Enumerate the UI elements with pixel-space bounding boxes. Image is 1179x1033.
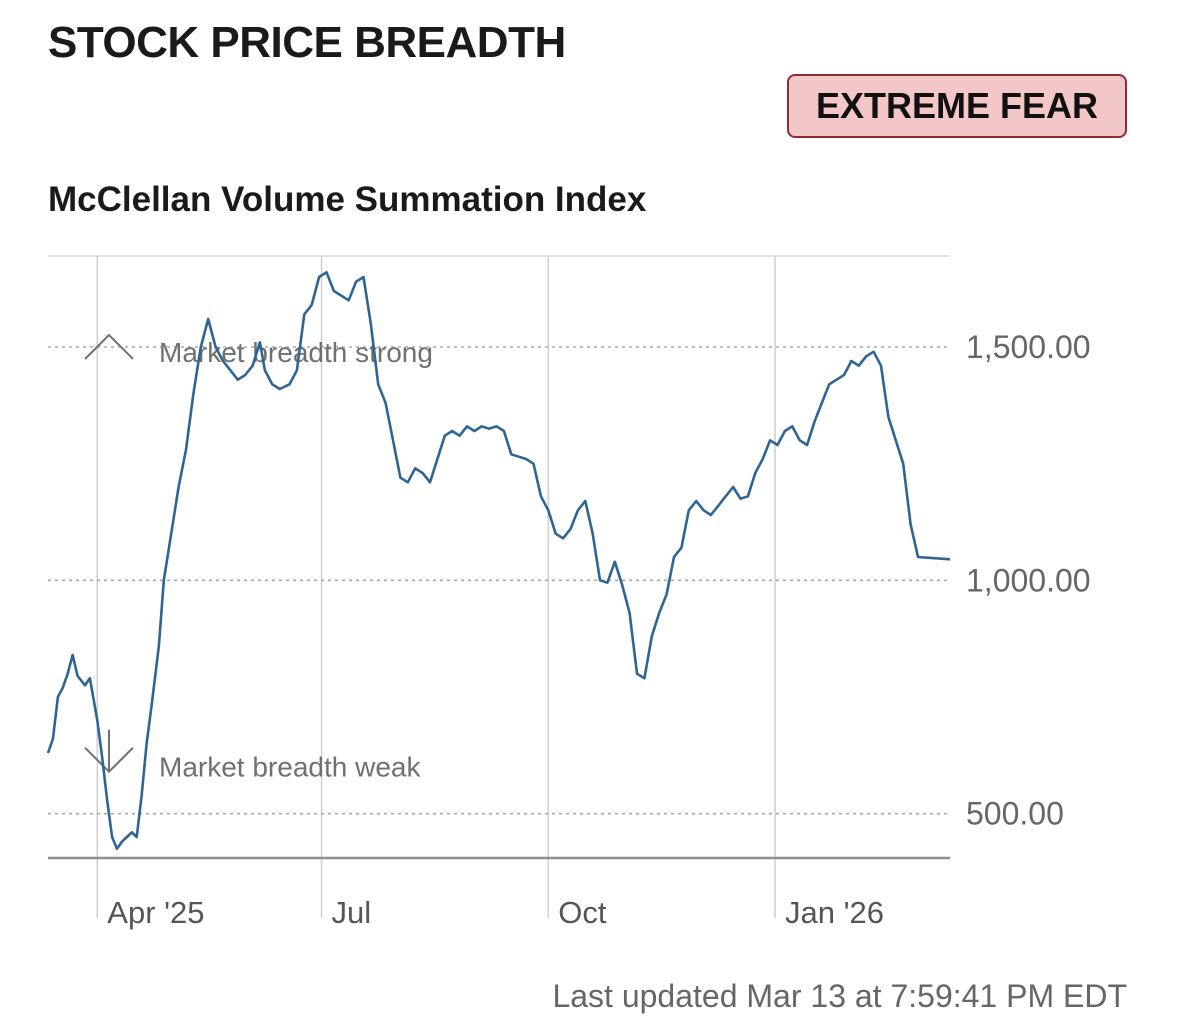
x-tick-label: Oct <box>558 895 607 930</box>
x-gridlines <box>96 256 776 918</box>
chevron-up-icon <box>84 333 134 360</box>
y-tick-label: 1,000.00 <box>966 562 1091 598</box>
y-gridlines <box>48 346 950 815</box>
series-line <box>46 271 951 850</box>
annotations: Market breadth strong Market breadth weak <box>84 333 433 783</box>
last-updated: Last updated Mar 13 at 7:59:41 PM EDT <box>552 978 1127 1014</box>
x-tick-label: Jul <box>332 895 372 930</box>
annotation-label: Market breadth weak <box>159 752 421 783</box>
annotation: Market breadth strong <box>84 333 433 368</box>
x-tick-labels: Apr '25 Jul Oct Jan '26 <box>107 895 884 930</box>
line-chart: Market breadth strong Market breadth weak… <box>46 255 1091 930</box>
annotation-label: Market breadth strong <box>159 337 433 368</box>
rating-badge: EXTREME FEAR <box>787 74 1127 138</box>
page-title: STOCK PRICE BREADTH <box>48 18 566 67</box>
y-tick-label: 1,500.00 <box>966 329 1091 365</box>
x-tick-label: Apr '25 <box>107 895 204 930</box>
x-tick-label: Jan '26 <box>785 895 884 930</box>
chart-title: McClellan Volume Summation Index <box>48 180 647 219</box>
y-tick-label: 500.00 <box>966 796 1064 832</box>
y-tick-labels: 500.00 1,000.00 1,500.00 <box>966 329 1091 832</box>
annotation: Market breadth weak <box>84 729 421 783</box>
